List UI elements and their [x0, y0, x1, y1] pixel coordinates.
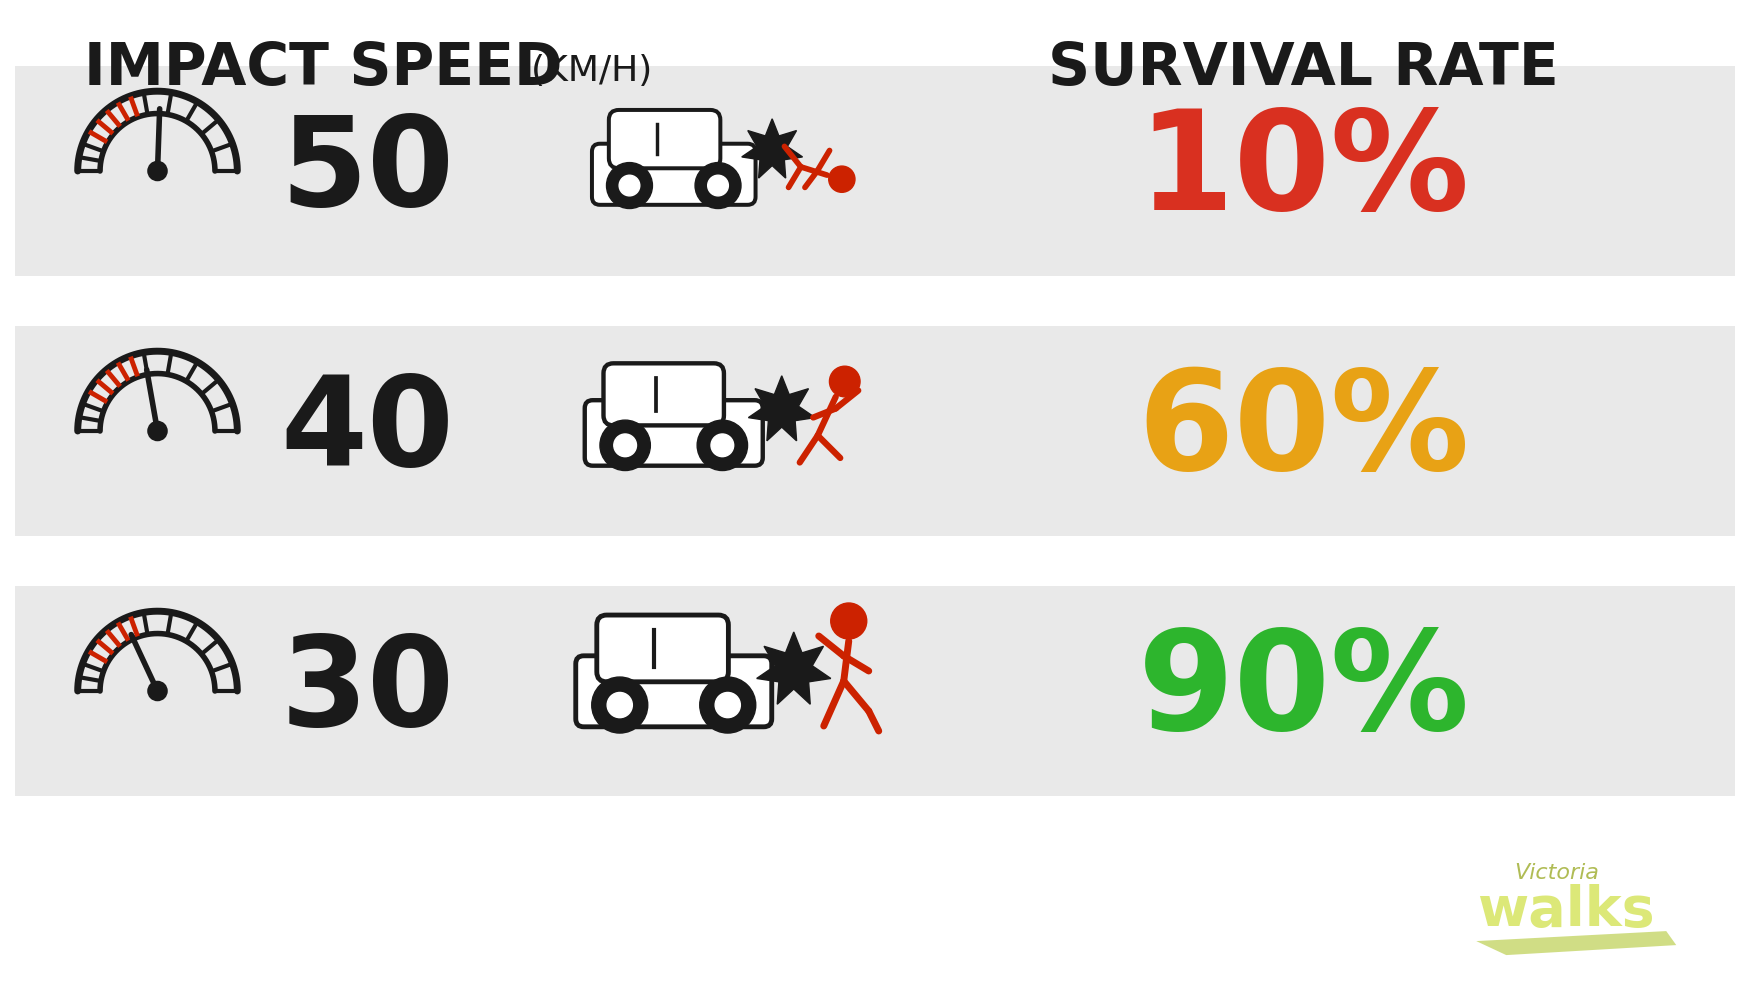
Text: 10%: 10%: [1138, 104, 1470, 238]
Text: (KM/H): (KM/H): [530, 54, 653, 87]
Circle shape: [831, 603, 866, 639]
FancyBboxPatch shape: [16, 586, 1734, 796]
FancyBboxPatch shape: [0, 0, 1750, 137]
Text: 30: 30: [280, 631, 455, 751]
Circle shape: [592, 677, 648, 733]
FancyBboxPatch shape: [604, 363, 724, 426]
Polygon shape: [742, 119, 803, 179]
FancyBboxPatch shape: [16, 66, 1734, 276]
Circle shape: [149, 162, 166, 181]
FancyBboxPatch shape: [606, 659, 721, 679]
Polygon shape: [756, 632, 831, 704]
Polygon shape: [1477, 931, 1676, 955]
Circle shape: [710, 434, 733, 457]
Circle shape: [707, 176, 728, 196]
Circle shape: [149, 682, 166, 700]
FancyBboxPatch shape: [609, 110, 721, 169]
FancyBboxPatch shape: [584, 400, 763, 466]
Circle shape: [149, 422, 166, 440]
Circle shape: [716, 693, 740, 718]
Circle shape: [607, 163, 653, 209]
Circle shape: [620, 176, 640, 196]
FancyBboxPatch shape: [616, 147, 712, 163]
Circle shape: [700, 677, 756, 733]
FancyBboxPatch shape: [576, 656, 772, 727]
Circle shape: [614, 434, 637, 457]
Text: 40: 40: [280, 371, 455, 491]
FancyBboxPatch shape: [592, 144, 756, 205]
Text: Victoria: Victoria: [1514, 863, 1600, 883]
Circle shape: [830, 166, 856, 192]
Circle shape: [830, 366, 859, 396]
Text: 50: 50: [280, 111, 455, 232]
Text: 90%: 90%: [1138, 624, 1470, 758]
FancyBboxPatch shape: [16, 326, 1734, 536]
Text: 60%: 60%: [1138, 364, 1470, 498]
Circle shape: [696, 420, 747, 471]
Text: IMPACT SPEED: IMPACT SPEED: [84, 40, 564, 97]
FancyBboxPatch shape: [611, 403, 716, 421]
Circle shape: [600, 420, 651, 471]
Circle shape: [695, 163, 740, 209]
Text: SURVIVAL RATE: SURVIVAL RATE: [1048, 40, 1559, 97]
FancyBboxPatch shape: [597, 615, 728, 682]
Polygon shape: [749, 376, 816, 440]
Circle shape: [607, 693, 632, 718]
Text: walks: walks: [1477, 884, 1656, 938]
